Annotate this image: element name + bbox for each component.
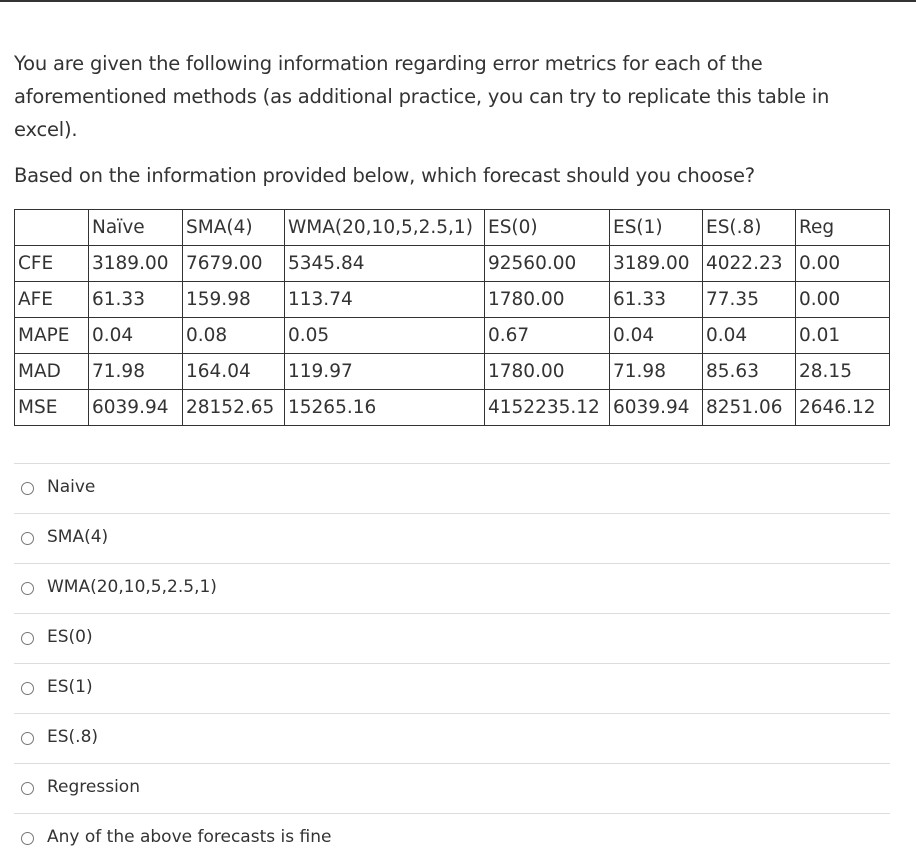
- question-prompt: Based on the information provided below,…: [14, 164, 755, 187]
- table-cell: 85.63: [702, 353, 796, 390]
- question-intro: You are given the following information …: [14, 52, 830, 141]
- table-cell: 0.00: [795, 245, 890, 282]
- column-header: ES(.8): [702, 209, 796, 246]
- row-label: CFE: [14, 245, 89, 282]
- top-border: [0, 0, 916, 2]
- table-cell: 28152.65: [182, 389, 285, 426]
- table-cell: 0.00: [795, 281, 890, 318]
- column-header: ES(1): [609, 209, 703, 246]
- option[interactable]: SMA(4): [14, 513, 890, 563]
- table-cell: 61.33: [609, 281, 703, 318]
- option-label: ES(1): [47, 677, 93, 697]
- option-label: ES(0): [47, 627, 93, 647]
- option[interactable]: Naive: [14, 463, 890, 513]
- table-row: CFE 3189.00 7679.00 5345.84 92560.00 3189.00 4…: [14, 245, 890, 282]
- table-cell: 71.98: [88, 353, 183, 390]
- option-label: Any of the above forecasts is fine: [47, 827, 332, 847]
- radio-button[interactable]: [21, 582, 34, 595]
- table-cell: 6039.94: [609, 389, 703, 426]
- option-label: WMA(20,10,5,2.5,1): [47, 577, 217, 597]
- radio-button[interactable]: [21, 632, 34, 645]
- table-cell: 1780.00: [484, 281, 610, 318]
- option-label: ES(.8): [47, 727, 99, 747]
- column-header: Reg: [795, 209, 890, 246]
- option-label: SMA(4): [47, 527, 109, 547]
- table-cell: 0.04: [702, 317, 796, 354]
- table-cell: 1780.00: [484, 353, 610, 390]
- option[interactable]: Any of the above forecasts is fine: [14, 813, 890, 863]
- table-cell: 5345.84: [284, 245, 485, 282]
- table-cell: 164.04: [182, 353, 285, 390]
- table-cell: 4152235.12: [484, 389, 610, 426]
- table-cell: 28.15: [795, 353, 890, 390]
- radio-button[interactable]: [21, 682, 34, 695]
- radio-button[interactable]: [21, 482, 34, 495]
- table-cell: 0.05: [284, 317, 485, 354]
- metrics-table: Naïve SMA(4) WMA(20,10,5,2.5,1) ES(0) ES(1) E…: [14, 209, 890, 426]
- table-cell: 0.08: [182, 317, 285, 354]
- row-label: MAD: [14, 353, 89, 390]
- header-row: Naïve SMA(4) WMA(20,10,5,2.5,1) ES(0) ES(1) E…: [14, 209, 890, 246]
- radio-button[interactable]: [21, 732, 34, 745]
- column-header: ES(0): [484, 209, 610, 246]
- table-cell: 0.04: [88, 317, 183, 354]
- row-label: MSE: [14, 389, 89, 426]
- table-cell: 119.97: [284, 353, 485, 390]
- option[interactable]: ES(1): [14, 663, 890, 713]
- table-cell: 61.33: [88, 281, 183, 318]
- column-header: SMA(4): [182, 209, 285, 246]
- table-cell: 15265.16: [284, 389, 485, 426]
- row-label: AFE: [14, 281, 89, 318]
- table-row: MSE 6039.94 28152.65 15265.16 4152235.12 6039…: [14, 389, 890, 426]
- row-label: MAPE: [14, 317, 89, 354]
- table-row: AFE 61.33 159.98 113.74 1780.00 61.33 77.35 0.0…: [14, 281, 890, 318]
- table-cell: 7679.00: [182, 245, 285, 282]
- option[interactable]: Regression: [14, 763, 890, 813]
- table-cell: 6039.94: [88, 389, 183, 426]
- table-cell: 113.74: [284, 281, 485, 318]
- option[interactable]: ES(.8): [14, 713, 890, 763]
- table-cell: 0.01: [795, 317, 890, 354]
- table-row: MAD 71.98 164.04 119.97 1780.00 71.98 85.63 28.…: [14, 353, 890, 390]
- option[interactable]: ES(0): [14, 613, 890, 663]
- table-cell: 4022.23: [702, 245, 796, 282]
- table-cell: 0.67: [484, 317, 610, 354]
- table-cell: 71.98: [609, 353, 703, 390]
- table-cell: 159.98: [182, 281, 285, 318]
- radio-button[interactable]: [21, 832, 34, 845]
- option-label: Naive: [47, 477, 96, 497]
- radio-button[interactable]: [21, 532, 34, 545]
- corner-cell: [14, 209, 89, 246]
- table-cell: 2646.12: [795, 389, 890, 426]
- radio-button[interactable]: [21, 782, 34, 795]
- table-cell: 3189.00: [88, 245, 183, 282]
- option-label: Regression: [47, 777, 140, 797]
- table-cell: 92560.00: [484, 245, 610, 282]
- option[interactable]: WMA(20,10,5,2.5,1): [14, 563, 890, 613]
- column-header: Naïve: [88, 209, 183, 246]
- table-row: MAPE 0.04 0.08 0.05 0.67 0.04 0.04 0.01: [14, 317, 890, 354]
- table-cell: 3189.00: [609, 245, 703, 282]
- table-cell: 0.04: [609, 317, 703, 354]
- column-header: WMA(20,10,5,2.5,1): [284, 209, 485, 246]
- table-cell: 8251.06: [702, 389, 796, 426]
- table-cell: 77.35: [702, 281, 796, 318]
- options: Naive SMA(4) WMA(20,10,5,2.5,1) ES(0) ES(1) E…: [14, 463, 890, 863]
